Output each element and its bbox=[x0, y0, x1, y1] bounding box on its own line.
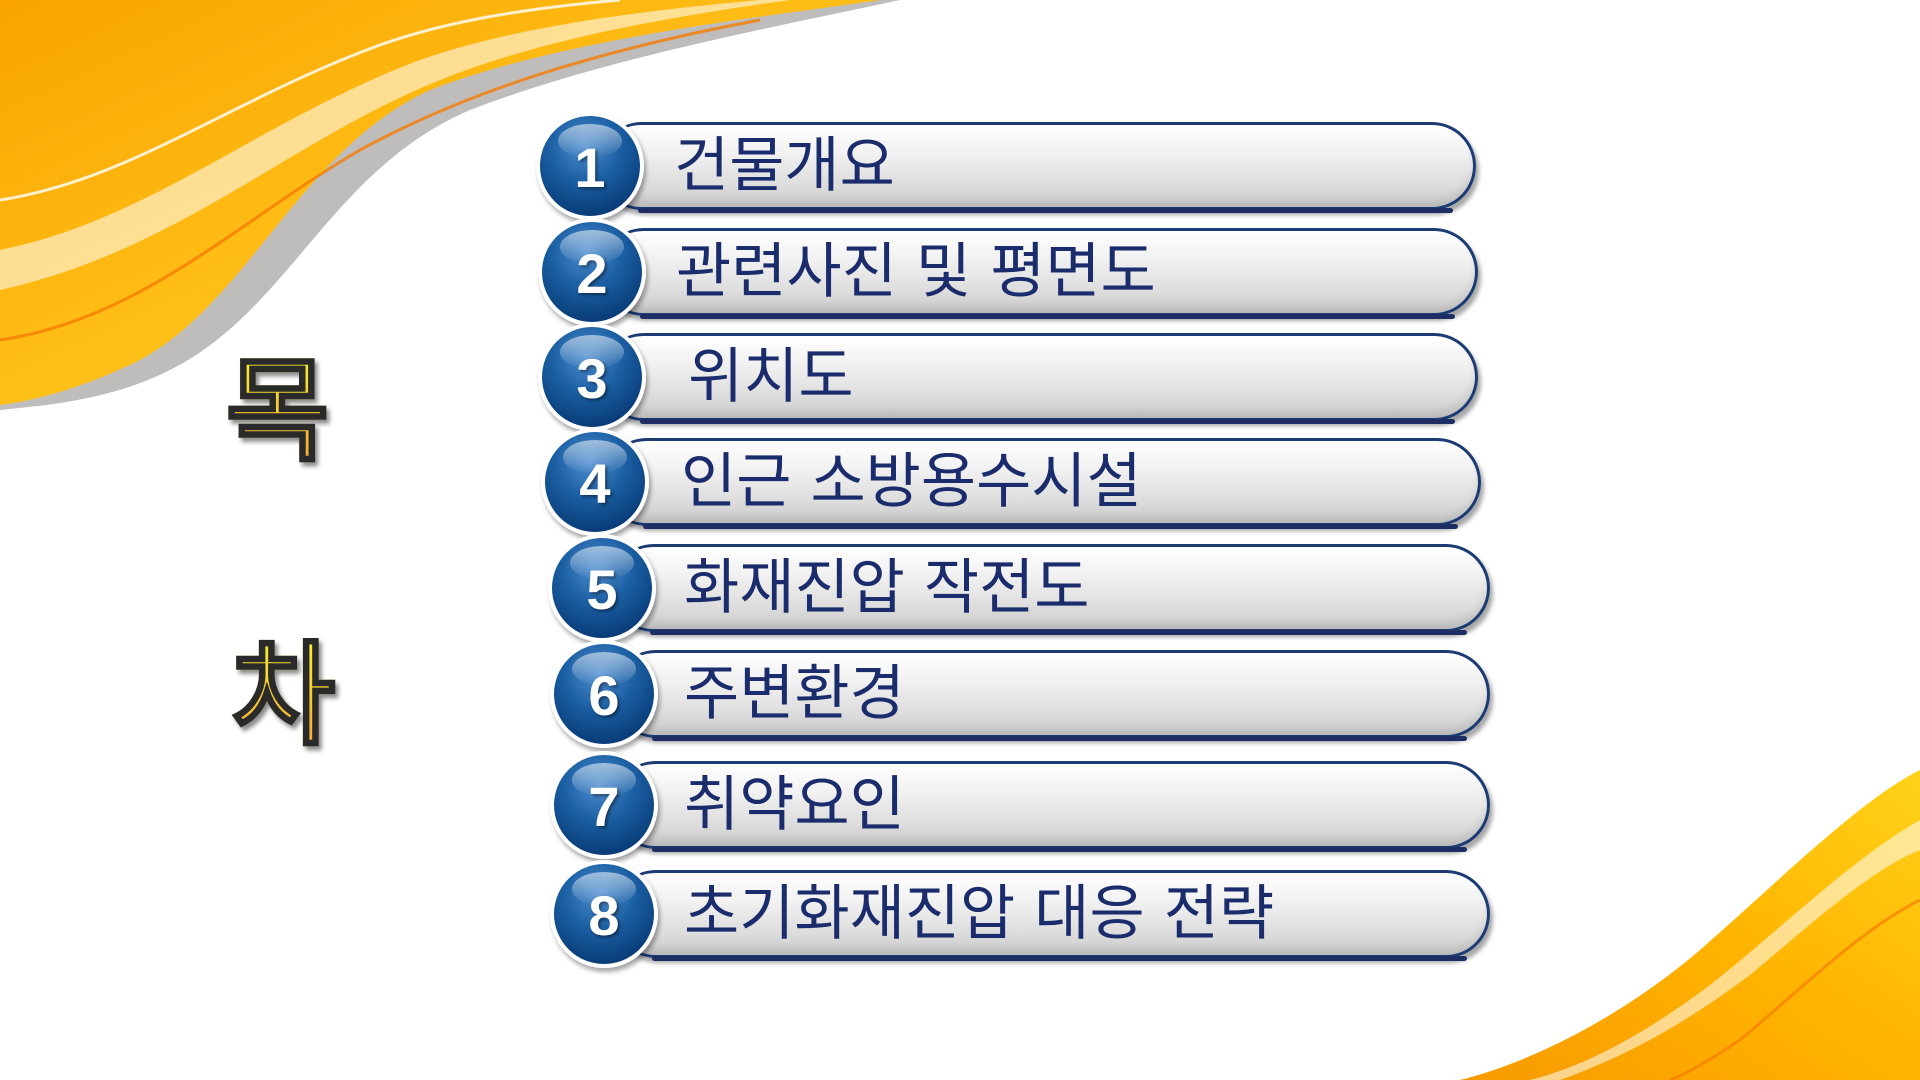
number-badge: 5 bbox=[548, 534, 656, 642]
toc-item-label: 취약요인 bbox=[684, 770, 905, 840]
toc-item-5[interactable]: 6 주변환경 bbox=[550, 640, 1490, 748]
toc-item-label: 건물개요 bbox=[674, 131, 895, 201]
toc-item-label: 위치도 bbox=[688, 342, 854, 412]
number-badge-text: 7 bbox=[588, 775, 620, 838]
number-badge: 6 bbox=[550, 640, 658, 748]
toc-item-label: 초기화재진압 대응 전략 bbox=[684, 879, 1275, 949]
toc-item-label: 관련사진 및 평면도 bbox=[676, 237, 1156, 307]
title-char-mok: 목 bbox=[224, 347, 330, 477]
number-badge-text: 3 bbox=[576, 347, 608, 410]
top-wave-line bbox=[0, 18, 761, 342]
toc-item-bar bbox=[598, 122, 1476, 213]
toc-item-label: 인근 소방용수시설 bbox=[681, 447, 1142, 517]
number-badge: 3 bbox=[538, 323, 646, 431]
toc-item-label: 화재진압 작전도 bbox=[684, 553, 1090, 623]
toc-item-bar bbox=[612, 650, 1490, 741]
number-badge: 4 bbox=[541, 428, 649, 536]
number-badge-text: 4 bbox=[579, 452, 611, 515]
number-badge: 8 bbox=[550, 860, 658, 968]
toc-item-bar bbox=[612, 870, 1490, 961]
toc-item-bar bbox=[600, 333, 1478, 424]
toc-item-1[interactable]: 1 건물개요 bbox=[536, 112, 1476, 220]
toc-item-4[interactable]: 4 인근 소방용수시설 bbox=[541, 428, 1481, 536]
top-wave-highlight bbox=[0, 0, 790, 290]
number-badge-text: 2 bbox=[576, 242, 608, 305]
top-wave bbox=[0, 0, 880, 405]
toc-item-5[interactable]: 5 화재진압 작전도 bbox=[548, 534, 1490, 642]
number-badge: 2 bbox=[538, 218, 646, 326]
bottom-wave-line bbox=[1669, 898, 1920, 1080]
bottom-wave bbox=[1460, 770, 1920, 1080]
toc-item-7[interactable]: 7 취약요인 bbox=[550, 751, 1490, 859]
toc-item-2[interactable]: 2 관련사진 및 평면도 bbox=[538, 218, 1478, 326]
number-badge: 1 bbox=[536, 112, 644, 220]
toc-item-bar bbox=[600, 228, 1478, 319]
toc-item-3[interactable]: 3 위치도 bbox=[538, 323, 1478, 431]
number-badge-text: 6 bbox=[588, 664, 620, 727]
number-badge-text: 5 bbox=[586, 558, 618, 621]
bottom-wave-highlight bbox=[1530, 820, 1920, 1080]
toc-item-label: 주변환경 bbox=[684, 659, 905, 729]
number-badge: 7 bbox=[550, 751, 658, 859]
number-badge-text: 1 bbox=[574, 136, 606, 199]
toc-item-8[interactable]: 8 초기화재진압 대응 전략 bbox=[550, 860, 1490, 968]
toc-item-bar bbox=[610, 544, 1490, 635]
number-badge-text: 8 bbox=[588, 884, 620, 947]
top-wave-line-2 bbox=[0, 0, 621, 202]
title-char-cha: 차 bbox=[230, 631, 336, 761]
toc-item-bar bbox=[603, 438, 1481, 529]
toc-item-bar bbox=[612, 761, 1490, 852]
